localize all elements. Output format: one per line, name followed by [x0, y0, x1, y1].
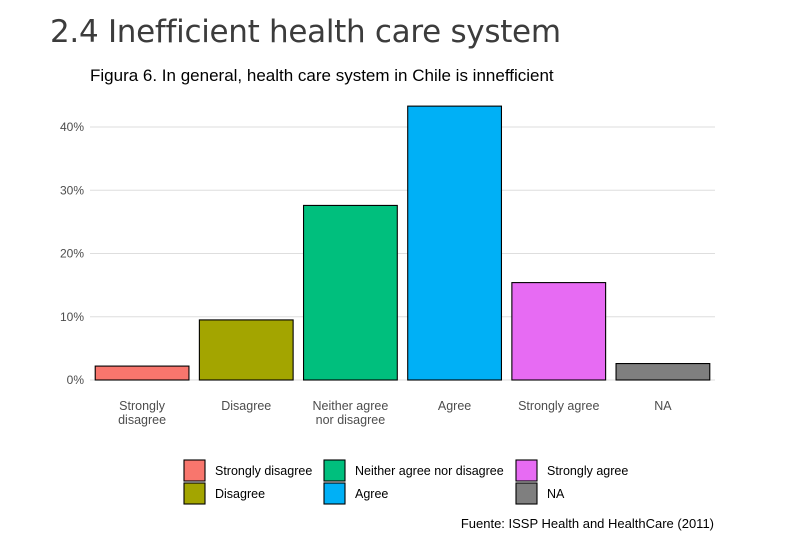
legend-item: Disagree [183, 482, 265, 505]
legend-label: Strongly agree [547, 464, 628, 478]
x-tick-label: Strongly agree [518, 399, 599, 413]
legend-item: Neither agree nor disagree [323, 459, 504, 482]
y-tick-label: 30% [60, 183, 84, 197]
source-caption: Fuente: ISSP Health and HealthCare (2011… [460, 516, 714, 531]
bar-neither-agree-nor-disagree [302, 204, 398, 381]
legend-item: NA [515, 482, 565, 505]
legend-label: Strongly disagree [215, 464, 312, 478]
legend-item: Agree [323, 482, 388, 505]
bar-na [615, 363, 711, 381]
x-tick-label: Agree [438, 399, 471, 413]
legend-swatch [323, 459, 346, 482]
legend-item: Strongly disagree [183, 459, 312, 482]
legend-label: Neither agree nor disagree [355, 464, 504, 478]
legend-swatch [515, 459, 538, 482]
y-tick-label: 40% [60, 120, 84, 134]
bars [94, 105, 711, 381]
x-tick-label: nor disagree [316, 413, 386, 427]
legend: Strongly disagree Disagree Neither agree n… [183, 459, 628, 505]
bar-strongly-disagree [94, 365, 190, 381]
legend-swatch [183, 459, 206, 482]
legend-label: NA [547, 487, 565, 501]
legend-item: Strongly agree [515, 459, 628, 482]
y-tick-label: 20% [60, 247, 84, 261]
gridlines [90, 126, 715, 381]
y-tick-label: 10% [60, 310, 84, 324]
legend-swatch [515, 482, 538, 505]
x-tick-label: Strongly [119, 399, 166, 413]
bar-strongly-agree [511, 282, 607, 381]
x-tick-label: Disagree [221, 399, 271, 413]
y-tick-label: 0% [67, 373, 85, 387]
slide-title: 2.4 Inefficient health care system [50, 14, 561, 50]
chart-title: Figura 6. In general, health care system… [90, 66, 554, 85]
bar-disagree [198, 319, 294, 381]
legend-label: Disagree [215, 487, 265, 501]
legend-swatch [323, 482, 346, 505]
legend-label: Agree [355, 487, 388, 501]
bar-agree [407, 105, 503, 381]
x-tick-label: disagree [118, 413, 166, 427]
x-tick-label: NA [654, 399, 672, 413]
legend-swatch [183, 482, 206, 505]
y-axis: 0% 10% 20% 30% 40% [60, 120, 84, 387]
x-tick-label: Neither agree [313, 399, 389, 413]
